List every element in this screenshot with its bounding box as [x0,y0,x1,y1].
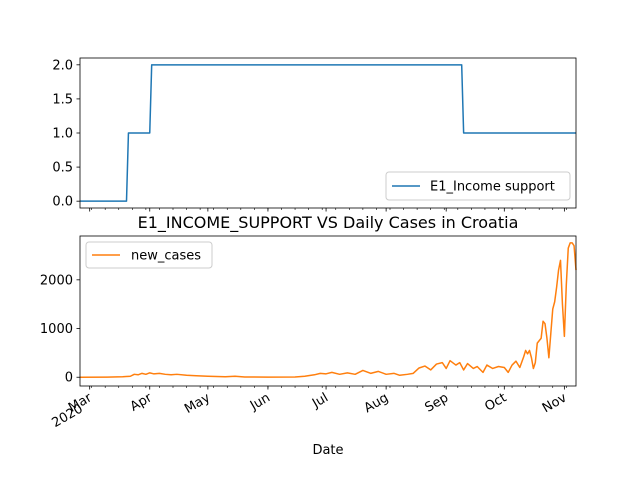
income-support-legend: E1_Income support [385,171,571,201]
chart-title: E1_INCOME_SUPPORT VS Daily Cases in Croa… [138,213,519,233]
income-support-ytick-label: 0.5 [52,161,73,176]
daily-cases-plot-lines [79,242,577,378]
daily-cases-ytick-label: 1000 [40,322,73,337]
income-support-plot-frame [79,57,577,209]
income-support-legend-label: E1_Income support [430,180,555,195]
income-support-plot-yticks: 0.0 0.5 1.0 1.5 2.0 [52,58,80,210]
income-support-ytick-label: 1.0 [52,127,73,142]
daily-cases-plot-yticks: 0 1000 2000 [40,273,80,386]
daily-cases-legend-label: new_cases [131,249,201,264]
income-support-series-0-line [80,64,576,202]
daily-cases-ytick-label: 0 [65,371,73,386]
income-support-ytick-label: 1.5 [52,92,73,107]
daily-cases-xtick-label: Jul [309,390,331,411]
daily-cases-legend-box [85,241,213,269]
daily-cases-legend: new_cases [85,241,213,269]
income-support-ytick-label: 2.0 [52,58,73,73]
income-support-legend-box [385,171,571,201]
daily-cases-series-0-line [79,242,577,378]
income-support-ytick-label: 0.0 [52,195,73,210]
x-axis-label: Date [312,443,343,458]
income-support-plot-lines [80,64,576,202]
daily-cases-ytick-label: 2000 [40,273,73,288]
income-support-plot: 0.0 0.5 1.0 1.5 2.0 E1_Income support [52,57,577,212]
daily-cases-plot-frame [79,235,577,387]
